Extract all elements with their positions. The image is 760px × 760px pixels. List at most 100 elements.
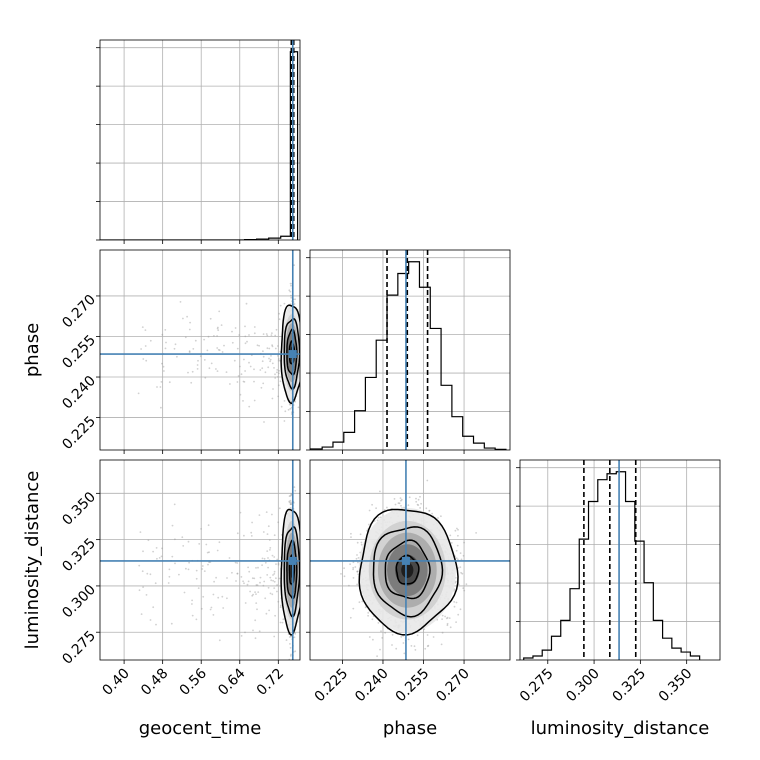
sample-point (293, 303, 296, 305)
sample-point (455, 621, 457, 623)
sample-point (154, 582, 157, 585)
sample-point (200, 607, 203, 610)
sample-point (239, 365, 241, 368)
sample-point (203, 570, 206, 572)
sample-point (294, 632, 297, 635)
sample-point (349, 563, 351, 566)
sample-point (277, 355, 279, 357)
sample-point (356, 583, 358, 586)
sample-point (271, 397, 274, 400)
sample-point (293, 636, 296, 639)
sample-point (273, 580, 276, 583)
sample-point (431, 512, 433, 515)
sample-point (449, 626, 452, 629)
sample-point (244, 631, 246, 634)
sample-point (141, 570, 144, 573)
sample-point (195, 569, 198, 572)
sample-point (201, 568, 204, 570)
sample-point (156, 557, 158, 560)
sample-point (383, 509, 386, 511)
sample-point (244, 602, 247, 604)
sample-point (248, 570, 251, 573)
sample-point (234, 561, 237, 564)
sample-point (215, 368, 217, 370)
sample-point (205, 543, 208, 546)
sample-point (178, 573, 180, 576)
sample-point (289, 290, 292, 293)
sample-point (222, 607, 225, 609)
sample-point (288, 403, 291, 406)
contour-line (283, 526, 300, 618)
sample-point (414, 649, 417, 651)
sample-point (256, 608, 258, 611)
sample-point (397, 502, 400, 504)
sample-point (273, 570, 276, 573)
sample-point (288, 289, 291, 292)
sample-point (343, 575, 346, 578)
sample-point (288, 500, 291, 503)
sample-point (399, 497, 402, 499)
sample-point (210, 606, 213, 609)
sample-point (253, 380, 255, 383)
scatter-panel-geocent_time-luminosity_distance (96, 459, 301, 664)
sample-point (191, 599, 194, 602)
sample-point (229, 383, 231, 385)
plot-area (100, 460, 300, 660)
sample-point (459, 608, 462, 611)
sample-point (159, 386, 162, 388)
sample-point (267, 566, 269, 569)
sample-point (266, 574, 269, 576)
sample-point (282, 618, 285, 621)
sample-point (192, 348, 195, 350)
sample-point (160, 555, 163, 558)
sample-point (256, 344, 259, 347)
sample-point (217, 596, 220, 599)
sample-point (356, 570, 359, 573)
sample-point (138, 589, 141, 592)
sample-point (289, 646, 292, 649)
sample-point (261, 360, 264, 363)
sample-point (361, 600, 364, 603)
sample-point (245, 302, 248, 305)
sample-point (251, 594, 254, 597)
sample-point (455, 580, 457, 583)
sample-point (358, 601, 361, 604)
sample-point (289, 282, 292, 285)
sample-point (250, 535, 253, 537)
sample-point (290, 494, 293, 497)
sample-point (277, 395, 280, 398)
sample-point (273, 587, 276, 589)
sample-point (258, 630, 261, 633)
sample-point (213, 335, 215, 337)
sample-point (272, 574, 274, 576)
sample-point (239, 511, 242, 514)
sample-point (139, 531, 142, 533)
sample-point (453, 588, 456, 591)
sample-point (417, 504, 420, 506)
sample-point (400, 504, 402, 507)
sample-point (171, 555, 174, 558)
sample-point (259, 576, 262, 579)
sample-point (260, 386, 263, 389)
sample-point (261, 557, 264, 560)
sample-point (158, 557, 161, 559)
sample-point (463, 541, 465, 544)
sample-point (181, 536, 184, 539)
sample-point (203, 359, 206, 361)
sample-point (182, 545, 185, 547)
plot-area (100, 250, 300, 450)
sample-point (149, 573, 152, 576)
sample-point (276, 558, 279, 561)
sample-point (462, 554, 465, 557)
sample-point (161, 362, 163, 365)
sample-point (277, 345, 279, 347)
sample-point (198, 543, 201, 545)
sample-point (455, 601, 458, 604)
sample-point (248, 334, 250, 336)
sample-point (428, 509, 431, 512)
contour-line (280, 508, 300, 636)
sample-point (270, 579, 273, 582)
sample-point (212, 593, 215, 596)
sample-point (283, 302, 286, 305)
sample-point (149, 619, 152, 621)
